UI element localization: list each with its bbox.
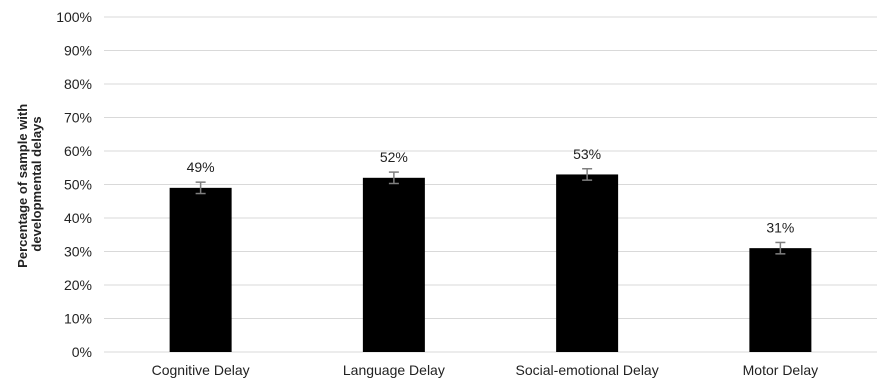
y-tick-label: 30%: [64, 244, 92, 260]
y-axis-title-line-1: Percentage of sample with: [15, 104, 30, 268]
data-label: 53%: [573, 146, 601, 162]
x-category-label: Language Delay: [343, 362, 445, 378]
y-tick-label: 40%: [64, 210, 92, 226]
bar-cognitive-delay: [169, 187, 232, 352]
x-category-label: Motor Delay: [743, 362, 818, 378]
y-tick-label: 50%: [64, 177, 92, 193]
error-bar: [388, 171, 399, 185]
bar-language-delay: [362, 177, 425, 352]
y-tick-label: 100%: [56, 9, 92, 25]
y-axis-ticks: 0% 10% 20% 30% 40% 50% 60% 70% 80% 90% 100%: [56, 9, 92, 360]
y-axis-title-line-2: developmental delays: [29, 116, 44, 251]
bar-motor-delay: [749, 248, 812, 352]
data-label: 52%: [380, 149, 408, 165]
data-label: 31%: [766, 219, 794, 235]
data-labels: 49% 52% 53% 31%: [187, 146, 795, 236]
gridlines: [104, 16, 877, 353]
error-bar: [582, 168, 593, 181]
x-category-label: Social-emotional Delay: [516, 362, 659, 378]
y-axis-title: Percentage of sample with developmental …: [15, 100, 44, 268]
y-tick-label: 60%: [64, 143, 92, 159]
y-tick-label: 10%: [64, 311, 92, 327]
x-axis-categories: Cognitive Delay Language Delay Social-emot…: [152, 362, 819, 378]
error-bar: [195, 181, 206, 195]
x-category-label: Cognitive Delay: [152, 362, 250, 378]
error-bar: [775, 241, 786, 255]
bar-social-emotional-delay: [556, 174, 619, 352]
y-tick-label: 0%: [72, 344, 92, 360]
y-tick-label: 70%: [64, 110, 92, 126]
y-tick-label: 90%: [64, 43, 92, 59]
error-bars: [195, 168, 786, 255]
data-label: 49%: [187, 159, 215, 175]
y-tick-label: 80%: [64, 76, 92, 92]
y-tick-label: 20%: [64, 277, 92, 293]
bars: [169, 174, 812, 352]
